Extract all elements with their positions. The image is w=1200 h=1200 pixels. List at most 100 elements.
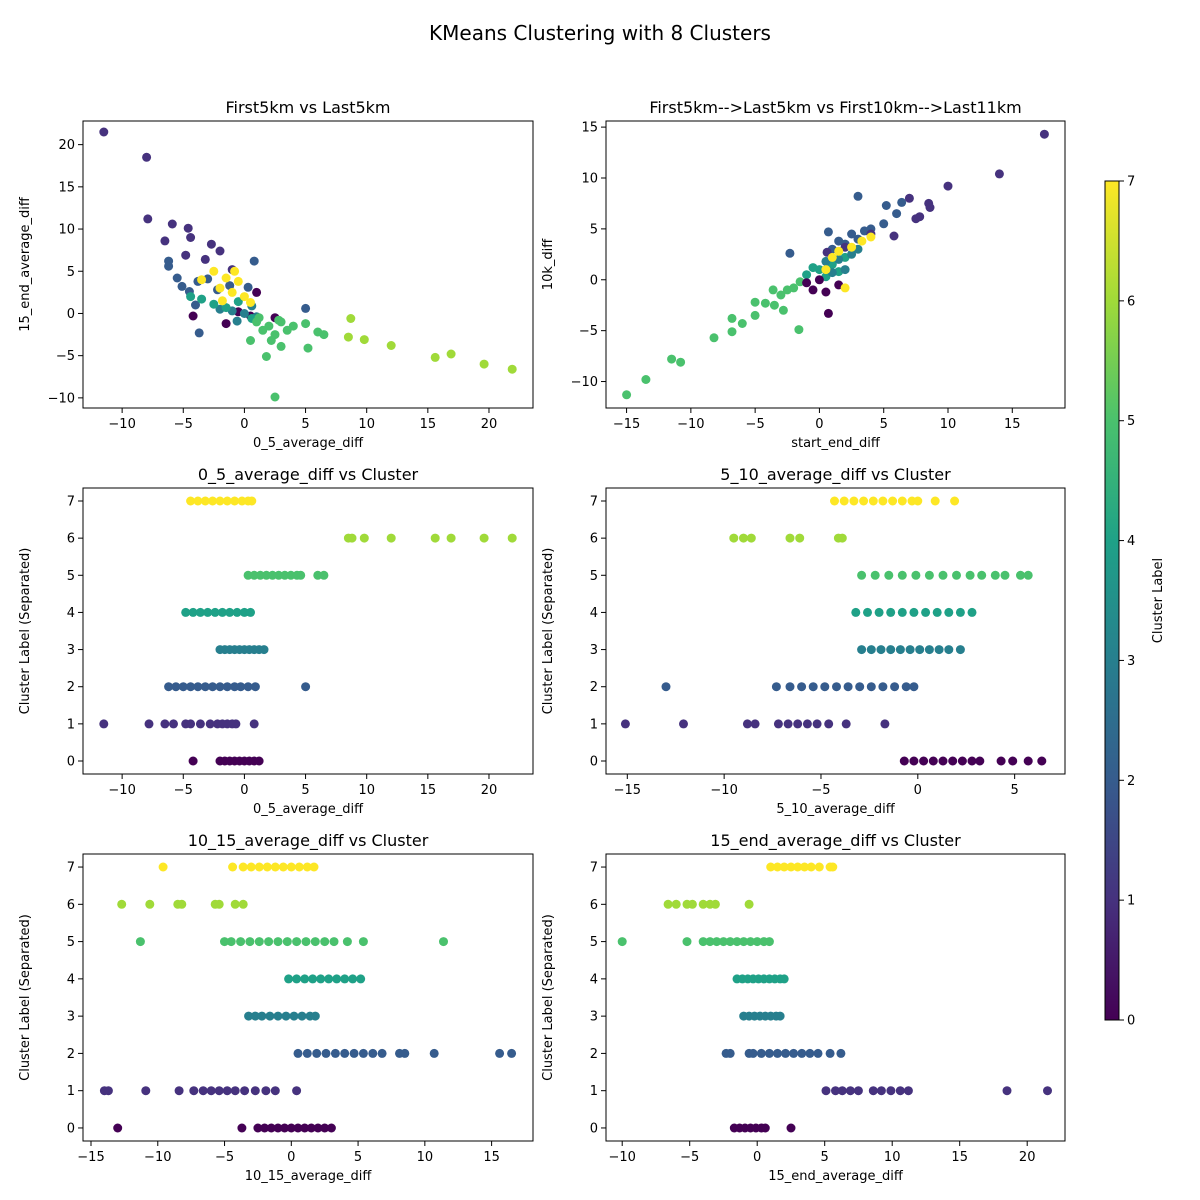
data-point: [329, 937, 339, 947]
data-point: [301, 937, 311, 947]
data-point: [222, 496, 232, 506]
x-tick-label: 15: [420, 417, 437, 432]
data-point: [857, 236, 867, 246]
data-point: [943, 181, 953, 191]
data-point: [679, 719, 688, 729]
data-point: [273, 1011, 283, 1021]
data-point: [296, 570, 306, 580]
x-axis-ticks: −10 −5 0 5 10 15 20: [608, 1141, 1035, 1165]
data-point: [821, 287, 831, 297]
data-point: [266, 1123, 276, 1133]
y-axis-ticks: 0 1 2 3 4 5 6 7: [67, 495, 83, 770]
data-point: [739, 937, 749, 947]
data-point: [773, 1048, 782, 1058]
data-point: [330, 1048, 340, 1058]
data-point: [840, 265, 850, 275]
colorbar-ticks: 0 1 2 3 4 5 6 7: [1119, 175, 1135, 1029]
data-point: [919, 756, 929, 766]
data-point: [273, 937, 283, 947]
data-point: [250, 682, 260, 692]
data-point: [358, 937, 368, 947]
data-point: [837, 533, 847, 543]
data-point: [294, 862, 304, 872]
x-tick-label: −10: [108, 783, 135, 798]
x-tick-label: 0: [240, 417, 248, 432]
data-point: [870, 570, 880, 580]
y-tick-label: −5: [579, 324, 598, 339]
data-point: [280, 1123, 290, 1133]
axes-frame: [605, 853, 1066, 1142]
data-point: [1039, 129, 1049, 139]
data-point: [208, 682, 218, 692]
data-point: [217, 607, 227, 617]
data-point: [145, 899, 155, 909]
data-point: [813, 1048, 823, 1058]
data-point: [808, 682, 818, 692]
data-point: [698, 899, 708, 909]
data-point: [776, 290, 786, 300]
data-point: [789, 1048, 799, 1058]
data-point: [221, 319, 231, 329]
y-tick-label: 5: [67, 265, 75, 280]
data-point: [186, 682, 196, 692]
subplot-3: −10 −5 0 5 10 15 20 0 1 2 3 4 5 6 7 0_5_average_diff vs…: [18, 465, 534, 817]
data-point: [479, 533, 489, 543]
data-point: [897, 570, 907, 580]
y-tick-label: 5: [67, 569, 75, 584]
x-tick-label: 0: [287, 1150, 295, 1165]
data-point: [261, 352, 271, 361]
data-point: [232, 316, 242, 326]
y-tick-label: 10: [581, 171, 598, 186]
data-point: [752, 937, 762, 947]
data-point: [188, 311, 198, 321]
y-tick-label: 7: [590, 861, 598, 876]
x-tick-label: −10: [108, 417, 135, 432]
data-point: [746, 937, 755, 947]
data-point: [193, 496, 203, 506]
data-point: [386, 533, 396, 543]
data-point: [955, 607, 965, 617]
data-point: [247, 496, 257, 506]
data-point: [663, 899, 673, 909]
data-point: [881, 201, 891, 210]
data-point: [773, 862, 782, 872]
y-tick-label: 1: [67, 1084, 75, 1099]
data-point: [661, 682, 671, 692]
data-point: [186, 719, 196, 729]
x-tick-label: −5: [811, 783, 830, 798]
data-point: [840, 283, 850, 293]
data-point: [303, 343, 313, 353]
y-tick-label: 0: [67, 307, 75, 322]
data-point: [252, 287, 262, 297]
data-point: [221, 273, 231, 283]
x-tick-label: 15: [951, 1150, 968, 1165]
colorbar-tick-label: 0: [1127, 1014, 1135, 1029]
data-point: [839, 496, 849, 506]
data-point: [855, 682, 865, 692]
data-point: [783, 719, 793, 729]
y-tick-label: 5: [590, 222, 598, 237]
y-tick-label: 1: [590, 717, 598, 732]
data-point: [841, 719, 851, 729]
x-tick-label: 5: [354, 1150, 362, 1165]
data-point: [188, 756, 198, 766]
data-point: [965, 570, 975, 580]
x-tick-label: 20: [481, 783, 498, 798]
x-tick-label: 10: [358, 783, 375, 798]
x-axis-ticks: −15 −10 −5 0 5 10 15: [77, 1141, 500, 1165]
data-point: [840, 242, 850, 252]
data-point: [795, 533, 805, 543]
data-point: [217, 296, 227, 306]
data-point: [206, 1086, 216, 1096]
subplot-5: −15 −10 −5 0 5 10 15 0 1 2 3 4 5 6 7 10_15_average_diff…: [18, 831, 534, 1184]
y-tick-label: 5: [590, 569, 598, 584]
y-tick-label: 4: [67, 606, 75, 621]
colorbar-tick-label: 1: [1127, 894, 1135, 909]
data-point: [932, 607, 942, 617]
data-point: [764, 937, 774, 947]
data-point: [921, 607, 931, 617]
data-point: [903, 1086, 913, 1096]
data-point: [253, 1123, 263, 1133]
data-point: [429, 1048, 439, 1058]
colorbar: 0 1 2 3 4 5 6 7 Cluster Label: [1104, 175, 1166, 1029]
